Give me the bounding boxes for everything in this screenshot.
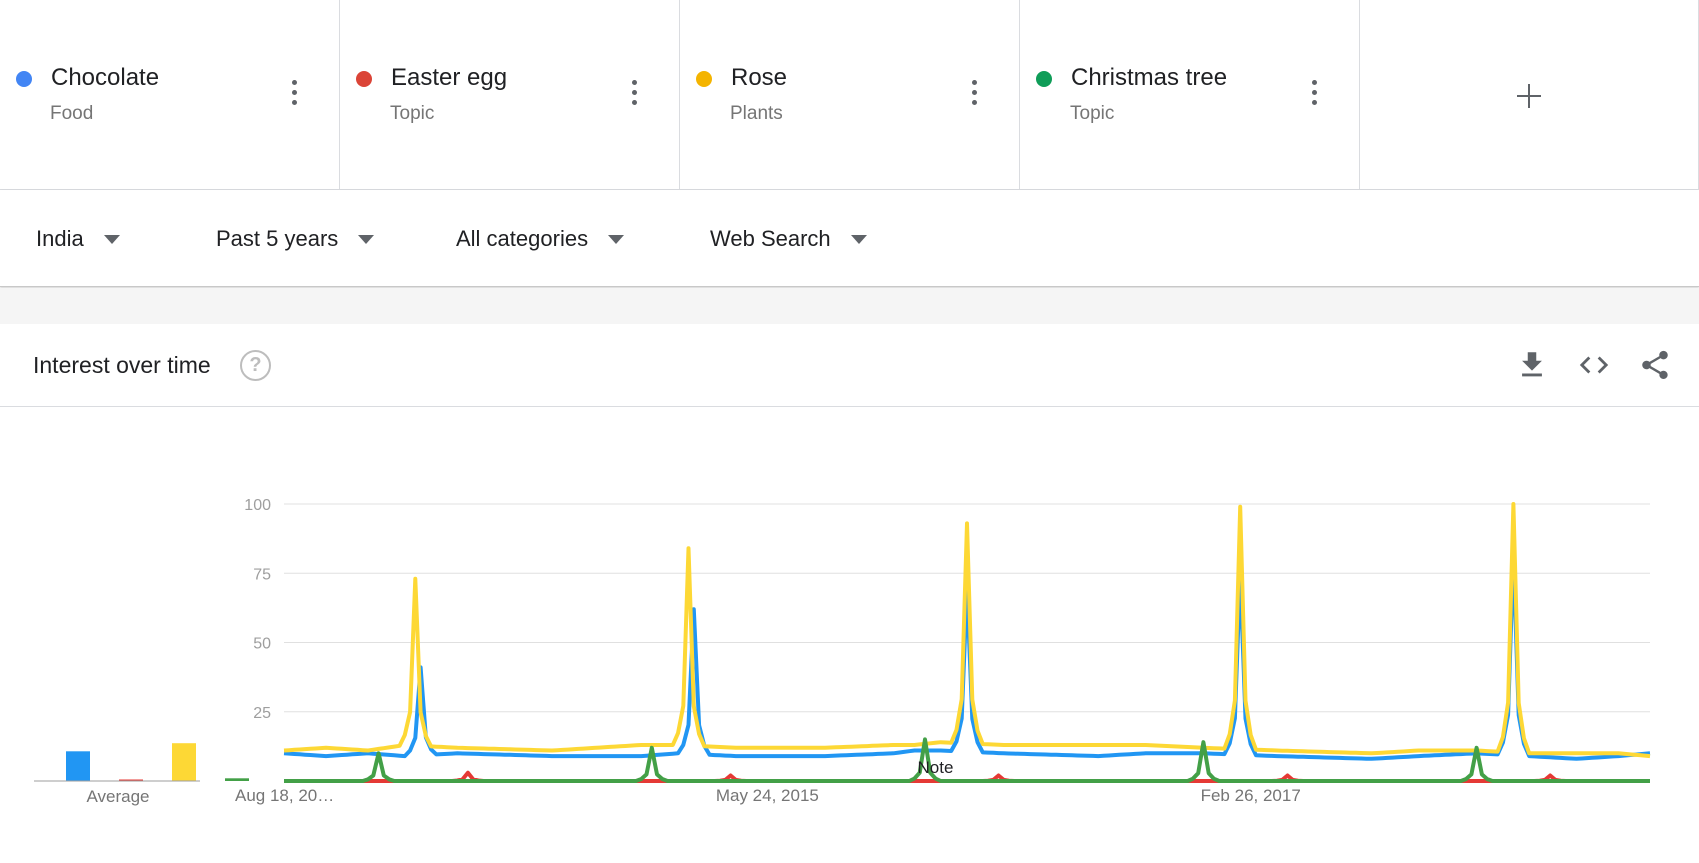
average-bars bbox=[66, 743, 249, 781]
section-divider bbox=[0, 288, 1699, 324]
average-bar-christmas-tree[interactable] bbox=[225, 778, 249, 781]
term-color-dot bbox=[356, 71, 372, 87]
x-axis-ticks: Aug 18, 20… May 24, 2015 Feb 26, 2017 bbox=[235, 786, 1301, 805]
time-range-dropdown-label: Past 5 years bbox=[216, 226, 339, 251]
term-category: Plants bbox=[730, 103, 783, 124]
search-type-dropdown-label: Web Search bbox=[710, 226, 831, 251]
chart-svg: 25 50 75 100 Aug 18, 20… May 24, 2015 Feb 26,… bbox=[34, 497, 1651, 805]
caret-down-icon bbox=[608, 234, 625, 244]
more-vertical-icon[interactable] bbox=[628, 78, 642, 108]
search-terms-bar: Chocolate Food Easter egg Topic Rose Pla… bbox=[0, 0, 1699, 190]
more-vertical-icon[interactable] bbox=[968, 78, 982, 108]
term-card-christmas-tree[interactable]: Christmas tree Topic bbox=[1020, 0, 1360, 190]
more-vertical-icon[interactable] bbox=[1308, 78, 1322, 108]
term-card-rose[interactable]: Rose Plants bbox=[680, 0, 1020, 190]
term-name[interactable]: Christmas tree bbox=[1071, 64, 1228, 91]
term-name[interactable]: Chocolate bbox=[51, 64, 160, 91]
average-bar-chocolate[interactable] bbox=[66, 751, 90, 781]
download-icon[interactable] bbox=[1515, 348, 1549, 382]
term-category: Topic bbox=[1070, 103, 1115, 124]
term-card-easter-egg[interactable]: Easter egg Topic bbox=[340, 0, 680, 190]
term-color-dot bbox=[696, 71, 712, 87]
caret-down-icon bbox=[358, 234, 375, 244]
y-tick-label: 50 bbox=[253, 636, 271, 653]
share-icon[interactable] bbox=[1638, 348, 1672, 382]
series-line-christmas-tree[interactable] bbox=[284, 737, 1650, 783]
search-type-dropdown[interactable]: Web Search bbox=[710, 224, 867, 254]
add-term-card bbox=[1360, 0, 1699, 190]
term-name[interactable]: Easter egg bbox=[391, 64, 508, 91]
x-tick-label: Aug 18, 20… bbox=[235, 786, 334, 805]
category-dropdown[interactable]: All categories bbox=[456, 224, 625, 254]
help-icon[interactable]: ? bbox=[240, 350, 271, 381]
average-bar-rose[interactable] bbox=[172, 743, 196, 781]
term-category: Food bbox=[50, 103, 94, 124]
chart-note-annotation[interactable]: Note bbox=[918, 758, 954, 777]
interest-over-time-chart: 25 50 75 100 Aug 18, 20… May 24, 2015 Feb 26,… bbox=[0, 407, 1699, 863]
category-dropdown-label: All categories bbox=[456, 226, 589, 251]
series-line-rose[interactable] bbox=[283, 502, 1651, 759]
more-vertical-icon[interactable] bbox=[288, 78, 302, 108]
y-tick-label: 75 bbox=[253, 566, 271, 583]
add-term-button[interactable] bbox=[1360, 0, 1698, 190]
embed-code-icon[interactable] bbox=[1577, 348, 1611, 382]
term-card-chocolate[interactable]: Chocolate Food bbox=[0, 0, 340, 190]
average-label: Average bbox=[86, 787, 150, 806]
term-color-dot bbox=[1036, 71, 1052, 87]
average-bar-easter-egg[interactable] bbox=[119, 779, 143, 782]
x-tick-label: Feb 26, 2017 bbox=[1201, 786, 1301, 805]
region-dropdown[interactable]: India bbox=[36, 224, 120, 254]
term-category: Topic bbox=[390, 103, 435, 124]
term-name[interactable]: Rose bbox=[731, 64, 788, 91]
caret-down-icon bbox=[103, 234, 120, 244]
y-tick-label: 25 bbox=[253, 705, 271, 722]
y-axis-ticks: 25 50 75 100 bbox=[244, 497, 271, 722]
plus-icon bbox=[1517, 84, 1541, 108]
x-tick-label: May 24, 2015 bbox=[716, 786, 819, 805]
interest-over-time-header: Interest over time ? bbox=[0, 324, 1699, 407]
term-color-dot bbox=[16, 71, 32, 87]
time-range-dropdown[interactable]: Past 5 years bbox=[216, 224, 375, 254]
filter-bar: India Past 5 years All categories Web Se… bbox=[0, 190, 1699, 287]
trend-lines[interactable] bbox=[283, 502, 1651, 783]
card-title: Interest over time bbox=[33, 352, 211, 378]
region-dropdown-label: India bbox=[36, 226, 84, 251]
y-tick-label: 100 bbox=[244, 497, 271, 514]
caret-down-icon bbox=[850, 234, 867, 244]
